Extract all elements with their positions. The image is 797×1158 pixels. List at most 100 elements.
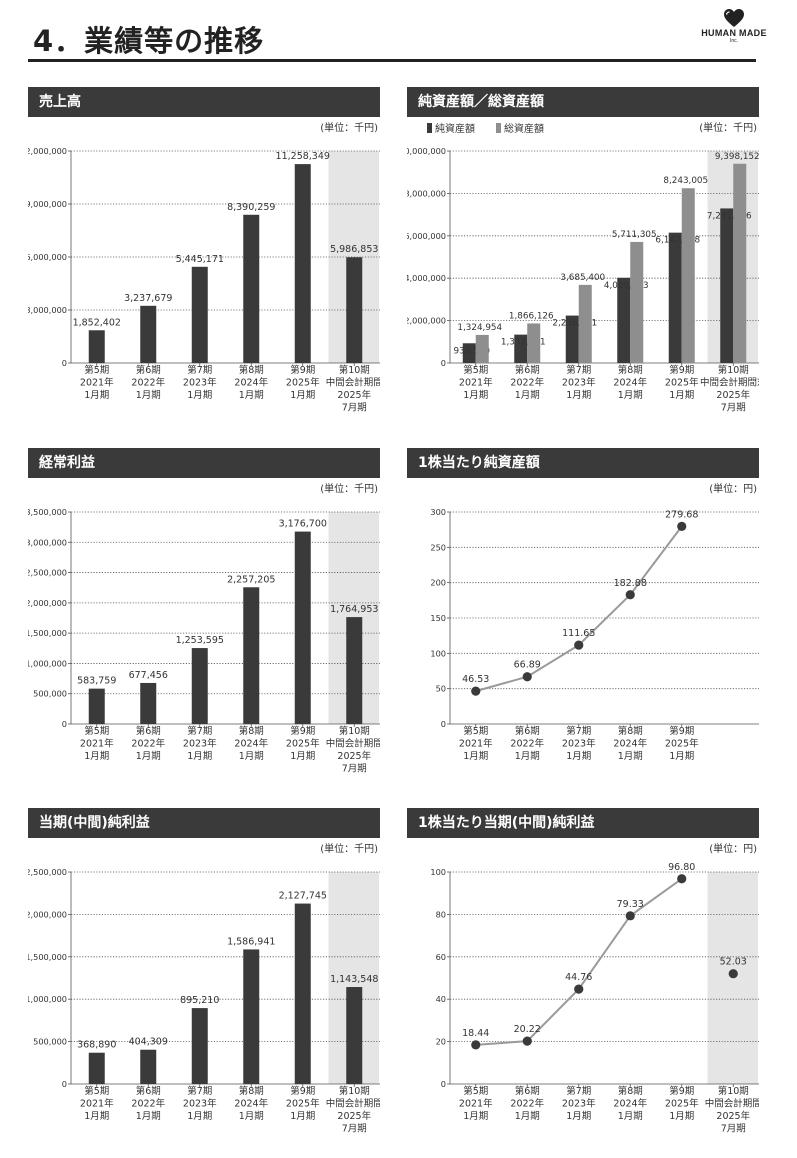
panel-title: 経常利益	[28, 448, 380, 478]
y-tick-label: 6,000,000	[407, 231, 446, 241]
legend-swatch-net-assets	[427, 123, 432, 133]
y-tick-label: 100	[430, 648, 446, 658]
y-tick-label: 1,500,000	[28, 628, 67, 638]
x-category-label: 2025年	[337, 750, 371, 762]
bar	[294, 903, 311, 1084]
bar	[346, 257, 363, 363]
x-category-label: 1月期	[515, 1111, 540, 1122]
x-category-label: 2022年	[510, 377, 544, 389]
x-category-label: 2025年	[716, 1110, 750, 1122]
data-point	[471, 1040, 481, 1050]
bar-value-label: 5,711,305	[612, 230, 657, 240]
unit-label: (単位：千円)	[320, 121, 378, 134]
bar-net-assets	[720, 208, 734, 363]
x-category-label: 第8期	[618, 1085, 643, 1097]
x-category-label: 7月期	[342, 403, 367, 414]
y-tick-label: 0	[62, 1079, 67, 1089]
x-category-label: 7月期	[721, 1124, 746, 1135]
x-category-label: 中間会計期間	[326, 377, 380, 389]
x-category-label: 第7期	[187, 725, 212, 737]
bar-value-label: 1,764,953	[330, 604, 378, 615]
y-tick-label: 3,000,000	[28, 537, 67, 547]
x-category-label: 第10期	[718, 364, 749, 376]
bar-value-label: 677,456	[129, 670, 168, 681]
point-value-label: 79.33	[617, 899, 644, 910]
bar-total-assets	[578, 284, 592, 363]
legend-swatch-total-assets	[496, 123, 501, 133]
x-category-label: 2024年	[613, 377, 647, 389]
x-category-label: 1月期	[84, 1111, 109, 1122]
unit-label: (単位：円)	[709, 482, 757, 495]
x-category-label: 第5期	[84, 725, 109, 737]
bar	[346, 617, 363, 724]
x-category-label: 1月期	[669, 751, 694, 762]
x-category-label: 2021年	[459, 1098, 493, 1110]
ordinary-profit-chart: 0 500,000 1,000,000 1,500,000 2,000,000 2,500…	[28, 482, 380, 775]
x-category-label: 第6期	[136, 725, 161, 737]
point-value-label: 96.80	[668, 862, 695, 873]
x-category-label: 2025年	[286, 1098, 320, 1110]
x-category-label: 2022年	[510, 1098, 544, 1110]
data-point	[471, 686, 481, 696]
bar	[294, 531, 311, 724]
legend-label: 総資産額	[504, 122, 544, 135]
x-category-label: 2021年	[80, 377, 114, 389]
page-title: 4．業績等の推移	[33, 24, 265, 58]
data-point	[677, 521, 687, 531]
x-category-label: 2023年	[562, 1098, 596, 1110]
bar	[140, 682, 157, 724]
x-category-label: 1月期	[618, 751, 643, 762]
x-category-label: 第10期	[339, 725, 370, 737]
panel-eps: 1株当たり当期(中間)純利益 0 20 40 60 80 100 第5期 2021年 1月期 第6…	[407, 808, 759, 1158]
panel-title: 純資産額／総資産額	[407, 87, 759, 117]
bar-value-label: 1,253,595	[176, 635, 224, 646]
x-category-label: 1月期	[187, 1111, 212, 1122]
x-category-label: 2021年	[80, 738, 114, 750]
x-category-label: 7月期	[721, 403, 746, 414]
y-tick-label: 2,000,000	[28, 909, 67, 919]
panel-bps: 1株当たり純資産額 0 50 100 150 200 250 300 第5期 2021年 1月期第…	[407, 448, 759, 798]
x-category-label: 第9期	[290, 725, 315, 737]
y-tick-label: 3,000,000	[28, 305, 67, 315]
heart-icon	[724, 9, 744, 27]
bar-total-assets	[527, 323, 541, 363]
x-category-label: 2022年	[131, 738, 165, 750]
y-tick-label: 0	[441, 358, 446, 368]
bar-value-label: 1,866,126	[509, 311, 554, 321]
x-category-label: 第10期	[339, 364, 370, 376]
y-tick-label: 50	[436, 684, 446, 694]
point-value-label: 44.76	[565, 972, 592, 983]
net-assets-chart: 0 2,000,000 4,000,000 6,000,000 8,000,000 10,…	[407, 121, 759, 414]
x-category-label: 第5期	[84, 1085, 109, 1097]
x-category-label: 第7期	[187, 364, 212, 376]
y-tick-label: 2,000,000	[407, 316, 446, 326]
x-category-label: 2022年	[131, 1098, 165, 1110]
x-category-label: 第10期	[339, 1085, 370, 1097]
panel-net-assets: 純資産額／総資産額 0 2,000,000 4,000,000 6,000,000 8,…	[407, 87, 759, 437]
x-category-label: 第8期	[239, 1085, 264, 1097]
x-category-label: 1月期	[239, 1111, 264, 1122]
x-category-label: 第8期	[239, 725, 264, 737]
data-point	[625, 590, 635, 600]
bar-value-label: 1,324,954	[457, 323, 502, 333]
sales-chart: 0 3,000,000 6,000,000 9,000,000 12,000,000 第5…	[28, 121, 380, 414]
x-category-label: 1月期	[463, 390, 488, 401]
y-tick-label: 200	[430, 578, 446, 588]
y-tick-label: 6,000,000	[28, 252, 67, 262]
panel-net-income: 当期(中間)純利益 0 500,000 1,000,000 1,500,000 2,00…	[28, 808, 380, 1158]
bar-value-label: 3,176,700	[279, 519, 327, 530]
y-tick-label: 40	[436, 994, 446, 1004]
panel-title: 売上高	[28, 87, 380, 117]
bar-value-label: 930,580	[454, 346, 491, 356]
bar	[88, 1052, 105, 1084]
bar-value-label: 368,890	[77, 1040, 116, 1051]
x-category-label: 7月期	[342, 1124, 367, 1135]
y-tick-label: 80	[436, 909, 446, 919]
x-category-label: 1月期	[463, 1111, 488, 1122]
y-tick-label: 9,000,000	[28, 199, 67, 209]
unit-label: (単位：千円)	[320, 842, 378, 855]
y-tick-label: 60	[436, 952, 446, 962]
x-category-label: 1月期	[239, 390, 264, 401]
data-point	[728, 969, 738, 979]
y-tick-label: 1,000,000	[28, 658, 67, 668]
